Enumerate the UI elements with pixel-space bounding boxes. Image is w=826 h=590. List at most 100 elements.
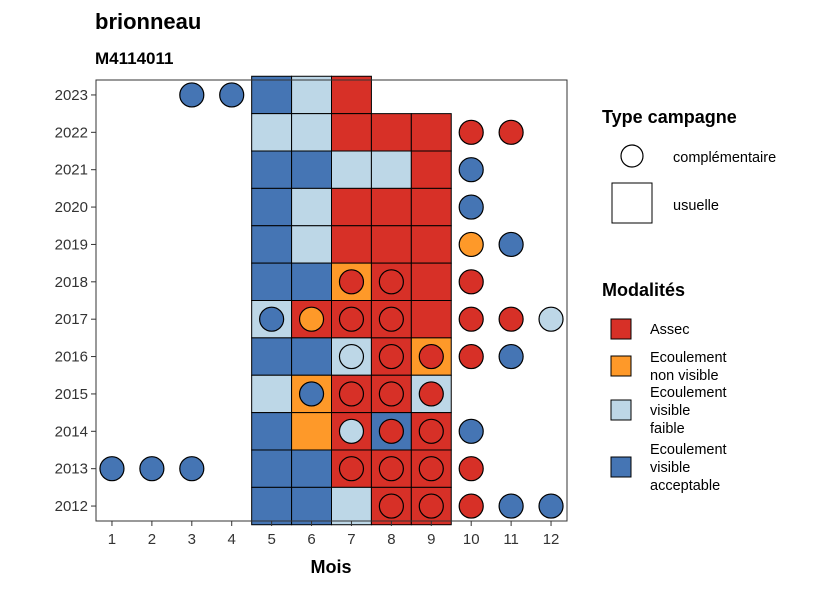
x-tick-label-11: 11	[503, 531, 519, 548]
x-axis-title: Mois	[310, 557, 351, 577]
point-2012-11	[498, 493, 524, 519]
tile-2018-6	[291, 262, 332, 301]
point-2017-8	[378, 306, 404, 332]
y-tick-label-2021: 2021	[55, 162, 88, 179]
point-2017-11	[498, 306, 524, 332]
legend-square-symbol	[611, 182, 653, 224]
legend-label-modality-N: Ecoulement non visible	[650, 350, 727, 384]
tile-2020-6	[291, 187, 332, 227]
point-2012-9	[418, 493, 444, 519]
point-2013-3	[179, 456, 205, 482]
tile-2020-9	[410, 187, 452, 227]
tile-2022-5	[251, 113, 293, 152]
tile-2012-6	[291, 486, 332, 526]
point-2016-8	[378, 343, 404, 370]
legend-label-modality-F: Ecoulement visible faible	[650, 385, 727, 437]
tile-2023-5	[251, 75, 293, 115]
tile-2012-5	[251, 486, 293, 526]
x-tick-label-5: 5	[267, 531, 275, 548]
x-tick-label-6: 6	[307, 531, 315, 548]
point-2017-6	[298, 306, 325, 332]
x-tick-label-7: 7	[347, 531, 355, 548]
x-tick-label-3: 3	[188, 531, 196, 548]
point-2012-8	[378, 493, 404, 519]
point-2012-12	[538, 493, 564, 519]
x-tick-label-2: 2	[148, 531, 156, 548]
x-axis: 1 2 3 4 5 6 7 8 9 10 11 12	[108, 521, 560, 548]
y-tick-label-2018: 2018	[55, 274, 88, 291]
x-tick-label-12: 12	[543, 531, 560, 548]
tile-2019-6	[291, 225, 332, 264]
x-tick-label-8: 8	[387, 531, 395, 548]
point-2022-11	[498, 119, 524, 145]
y-tick-label-2013: 2013	[55, 461, 88, 478]
point-2016-9	[418, 343, 444, 370]
tile-2021-8	[370, 150, 412, 189]
point-2014-9	[418, 418, 444, 444]
y-tick-label-2017: 2017	[55, 311, 88, 328]
point-2015-9	[418, 381, 444, 407]
tile-2017-9	[410, 300, 452, 339]
point-2014-8	[378, 418, 404, 444]
tile-2013-5	[251, 449, 293, 488]
tile-2021-6	[291, 150, 332, 189]
point-2021-10	[458, 157, 484, 183]
x-tick-label-10: 10	[463, 531, 480, 548]
point-2013-7	[338, 456, 365, 482]
y-tick-label-2016: 2016	[55, 349, 88, 366]
legend-label-modality-V: Ecoulement visible acceptable	[650, 442, 727, 494]
y-tick-label-2022: 2022	[55, 124, 88, 141]
tile-2022-8	[370, 113, 412, 152]
y-tick-label-2019: 2019	[55, 236, 88, 253]
point-2019-10	[458, 231, 484, 258]
y-tick-label-2023: 2023	[55, 87, 88, 104]
point-2023-4	[219, 82, 245, 108]
point-2013-2	[139, 456, 165, 482]
x-tick-label-4: 4	[228, 531, 236, 548]
tile-2022-7	[331, 113, 372, 152]
plot-border	[95, 79, 568, 522]
point-layer	[99, 82, 564, 519]
chart-title: brionneau	[95, 9, 201, 34]
x-tick-label-9: 9	[427, 531, 435, 548]
point-2012-10	[458, 493, 484, 519]
legend-swatch-F	[610, 399, 632, 421]
point-2014-7	[338, 418, 365, 444]
point-2015-8	[378, 381, 404, 407]
legend-swatch-N	[610, 355, 632, 377]
point-2015-6	[298, 381, 325, 407]
tile-2018-9	[410, 262, 452, 301]
legend-swatch-A	[610, 318, 632, 340]
tile-2016-5	[251, 337, 293, 376]
point-2015-7	[338, 381, 365, 407]
tile-2013-6	[291, 449, 332, 488]
tile-2016-6	[291, 337, 332, 376]
legend-swatch-V	[610, 456, 632, 478]
point-2017-5	[259, 306, 285, 332]
point-2013-9	[418, 456, 444, 482]
legend-campaign-type: Type campagne complémentaire usuelle	[602, 107, 776, 224]
y-tick-label-2014: 2014	[55, 423, 88, 440]
legend-label-modality-A: Assec	[650, 322, 690, 338]
tile-2019-9	[410, 225, 452, 264]
legend-label-complementaire: complémentaire	[673, 150, 776, 166]
point-2020-10	[458, 194, 484, 220]
tile-2018-5	[251, 262, 293, 301]
y-tick-label-2020: 2020	[55, 199, 88, 216]
point-2018-10	[458, 269, 484, 295]
point-2014-10	[458, 418, 484, 444]
x-tick-label-1: 1	[108, 531, 116, 548]
point-2019-11	[498, 231, 524, 258]
point-2018-8	[378, 269, 404, 295]
tile-2014-6	[291, 412, 332, 451]
tile-2021-9	[410, 150, 452, 189]
point-2018-7	[338, 269, 365, 295]
tile-2022-6	[291, 113, 332, 152]
point-2017-7	[338, 306, 365, 332]
y-tick-label-2012: 2012	[55, 498, 88, 515]
tile-2022-9	[410, 113, 452, 152]
point-2013-1	[99, 456, 125, 482]
point-2013-8	[378, 456, 404, 482]
